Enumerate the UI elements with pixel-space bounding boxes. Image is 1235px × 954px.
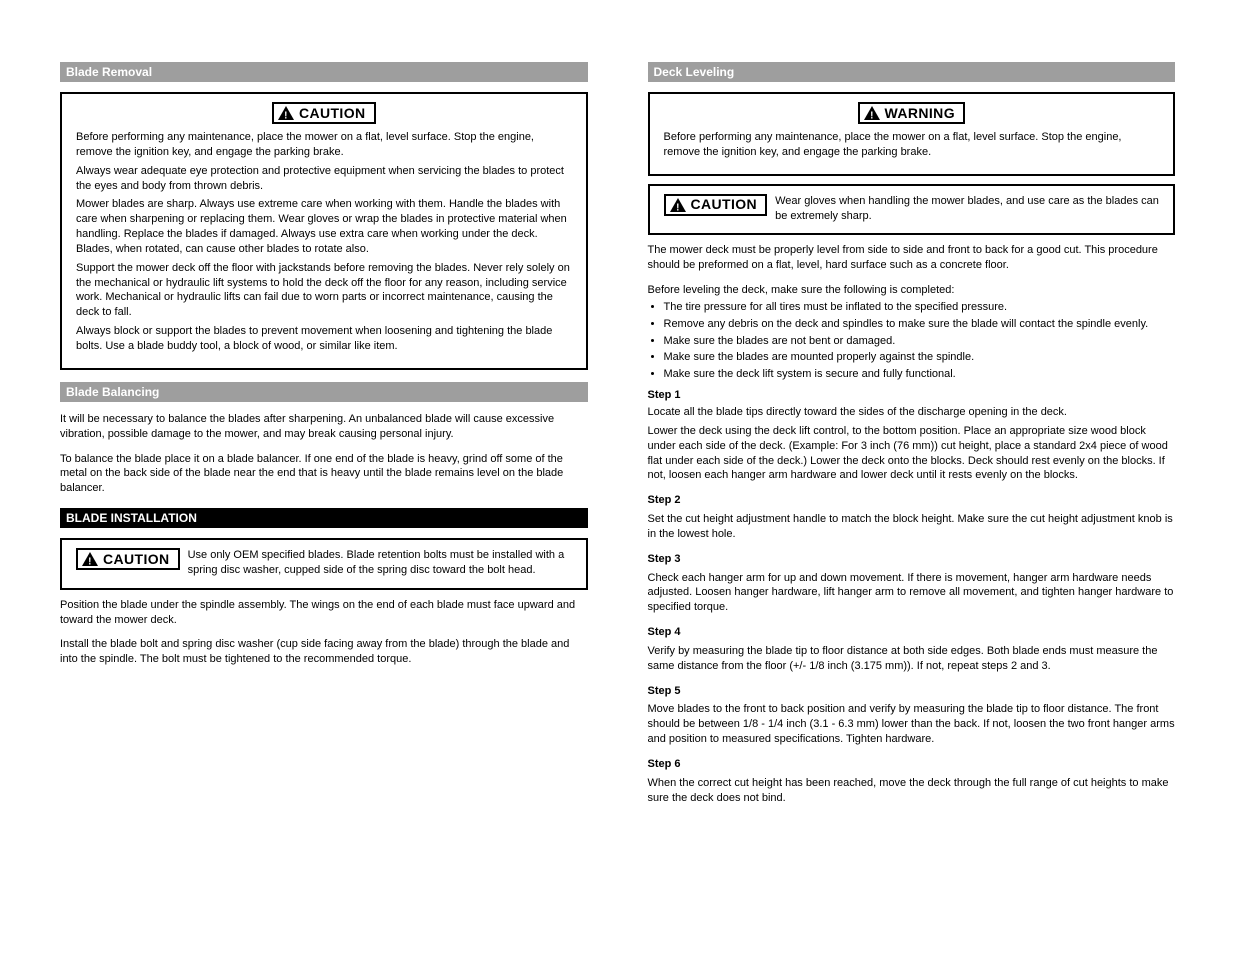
step4-heading: Step 4 bbox=[648, 626, 681, 638]
warning-box: ! WARNING Before performing any maintena… bbox=[648, 92, 1176, 176]
step6-heading: Step 6 bbox=[648, 758, 681, 770]
svg-text:!: ! bbox=[676, 202, 680, 212]
caution-box-3: ! CAUTION Wear gloves when handling the … bbox=[648, 184, 1176, 236]
caution-box-2: ! CAUTION Use only OEM specified blades.… bbox=[60, 538, 588, 590]
step3-heading: Step 3 bbox=[648, 553, 681, 565]
caution-text: CAUTION bbox=[691, 195, 758, 214]
list-item: The tire pressure for all tires must be … bbox=[664, 300, 1176, 315]
balancing-para-1: It will be necessary to balance the blad… bbox=[60, 412, 588, 442]
caution-label: ! CAUTION bbox=[76, 548, 180, 570]
before-para: Before leveling the deck, make sure the … bbox=[648, 283, 1176, 298]
s1-a: Locate all the blade tips directly towar… bbox=[648, 405, 1176, 420]
warning-text: WARNING bbox=[885, 104, 955, 123]
s3-a: Check each hanger arm for up and down mo… bbox=[648, 571, 1176, 616]
left-column: Blade Removal ! CAUTION Before performin… bbox=[60, 50, 588, 816]
step2-heading: Step 2 bbox=[648, 494, 681, 506]
svg-text:!: ! bbox=[88, 556, 92, 566]
section-title: Deck Leveling bbox=[654, 64, 735, 80]
list-item: Make sure the blades are not bent or dam… bbox=[664, 334, 1176, 349]
step5-heading: Step 5 bbox=[648, 685, 681, 697]
s1-b: Lower the deck using the deck lift contr… bbox=[648, 424, 1176, 483]
warning-body: Before performing any maintenance, place… bbox=[664, 130, 1160, 160]
pre-checks-list: The tire pressure for all tires must be … bbox=[648, 300, 1176, 382]
intro-para: The mower deck must be properly level fr… bbox=[648, 243, 1176, 273]
caution-text: CAUTION bbox=[103, 550, 170, 569]
caution-label: ! CAUTION bbox=[664, 194, 768, 216]
section-bar-blade-removal: Blade Removal bbox=[60, 62, 588, 82]
box1-p2: Always wear adequate eye protection and … bbox=[76, 164, 572, 194]
install-para-2: Install the blade bolt and spring disc w… bbox=[60, 637, 588, 667]
box1-p1: Before performing any maintenance, place… bbox=[76, 130, 572, 160]
section-bar-deck-leveling: Deck Leveling bbox=[648, 62, 1176, 82]
caution-label: ! CAUTION bbox=[272, 102, 376, 124]
svg-text:!: ! bbox=[284, 110, 288, 120]
s4-a: Verify by measuring the blade tip to flo… bbox=[648, 644, 1176, 674]
caution-text: CAUTION bbox=[299, 104, 366, 123]
step1-heading: Step 1 bbox=[648, 389, 681, 401]
box1-p4: Support the mower deck off the floor wit… bbox=[76, 261, 572, 320]
list-item: Remove any debris on the deck and spindl… bbox=[664, 317, 1176, 332]
warning-icon: ! bbox=[864, 106, 880, 120]
section-bar-blade-balancing: Blade Balancing bbox=[60, 382, 588, 402]
balancing-para-2: To balance the blade place it on a blade… bbox=[60, 452, 588, 497]
s6-a: When the correct cut height has been rea… bbox=[648, 776, 1176, 806]
install-para-1: Position the blade under the spindle ass… bbox=[60, 598, 588, 628]
section-bar-blade-installation: BLADE INSTALLATION bbox=[60, 508, 588, 528]
section-title: Blade Balancing bbox=[66, 384, 159, 400]
warning-icon: ! bbox=[278, 106, 294, 120]
box3-text: Wear gloves when handling the mower blad… bbox=[775, 195, 1159, 222]
right-column: Deck Leveling ! WARNING Before performin… bbox=[648, 50, 1176, 816]
warning-label: ! WARNING bbox=[858, 102, 965, 124]
list-item: Make sure the blades are mounted properl… bbox=[664, 350, 1176, 365]
list-item: Make sure the deck lift system is secure… bbox=[664, 367, 1176, 382]
warning-icon: ! bbox=[82, 552, 98, 566]
box1-p5: Always block or support the blades to pr… bbox=[76, 324, 572, 354]
s5-a: Move blades to the front to back positio… bbox=[648, 702, 1176, 747]
section-title: BLADE INSTALLATION bbox=[66, 510, 197, 526]
svg-text:!: ! bbox=[870, 110, 874, 120]
box2-text: Use only OEM specified blades. Blade ret… bbox=[188, 549, 565, 576]
s2-a: Set the cut height adjustment handle to … bbox=[648, 512, 1176, 542]
box1-p3: Mower blades are sharp. Always use extre… bbox=[76, 197, 572, 256]
warning-icon: ! bbox=[670, 198, 686, 212]
caution-box-1: ! CAUTION Before performing any maintena… bbox=[60, 92, 588, 370]
section-title: Blade Removal bbox=[66, 64, 152, 80]
